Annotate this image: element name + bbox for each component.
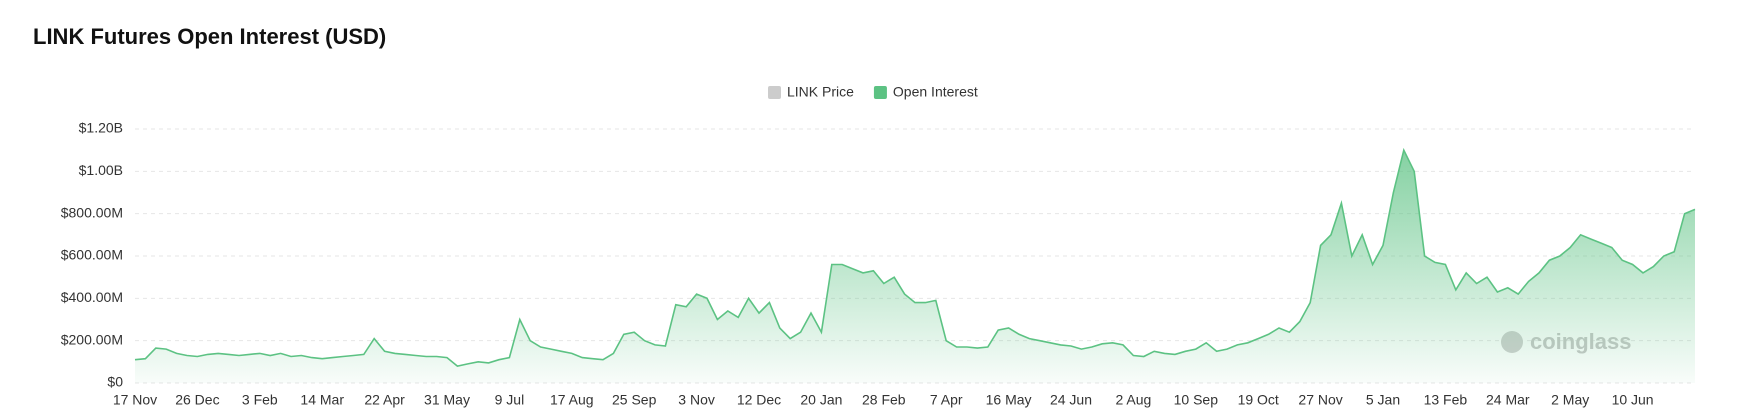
legend-label[interactable]: LINK Price — [787, 84, 854, 100]
area-fill — [135, 150, 1695, 383]
y-tick-label: $1.00B — [79, 162, 123, 178]
area-line — [134, 147, 1696, 367]
x-tick-label: 26 Dec — [175, 392, 219, 408]
x-tick-label: 17 Aug — [550, 392, 594, 408]
x-tick-label: 3 Feb — [242, 392, 278, 408]
x-tick-label: 7 Apr — [930, 392, 963, 408]
x-tick-label: 28 Feb — [862, 392, 906, 408]
chart-title: LINK Futures Open Interest (USD) — [33, 24, 386, 49]
x-tick-label: 19 Oct — [1238, 392, 1279, 408]
legend-swatch[interactable] — [768, 86, 781, 99]
x-tick-label: 27 Nov — [1298, 392, 1342, 408]
x-tick-label: 2 Aug — [1115, 392, 1151, 408]
x-tick-label: 31 May — [424, 392, 470, 408]
x-tick-label: 14 Mar — [300, 392, 344, 408]
x-tick-label: 22 Apr — [364, 392, 405, 408]
x-tick-label: 12 Dec — [737, 392, 781, 408]
x-tick-label: 16 May — [986, 392, 1032, 408]
x-tick-label: 10 Sep — [1174, 392, 1219, 408]
x-tick-label: 9 Jul — [495, 392, 525, 408]
y-tick-label: $600.00M — [61, 247, 123, 263]
x-tick-label: 5 Jan — [1366, 392, 1400, 408]
legend-swatch[interactable] — [873, 86, 887, 99]
x-tick-label: 13 Feb — [1424, 392, 1468, 408]
x-tick-label: 10 Jun — [1612, 392, 1654, 408]
legend-label[interactable]: Open Interest — [893, 84, 978, 100]
y-tick-label: $200.00M — [61, 331, 123, 347]
x-tick-label: 24 Mar — [1486, 392, 1530, 408]
y-tick-label: $1.20B — [79, 120, 123, 136]
x-tick-label: 3 Nov — [678, 392, 715, 408]
x-tick-label: 17 Nov — [113, 392, 157, 408]
y-tick-label: $400.00M — [61, 289, 123, 305]
x-tick-label: 20 Jan — [800, 392, 842, 408]
y-tick-label: $0 — [107, 374, 123, 390]
y-tick-label: $800.00M — [61, 204, 123, 220]
x-tick-label: 25 Sep — [612, 392, 657, 408]
x-tick-label: 2 May — [1551, 392, 1589, 408]
x-tick-label: 24 Jun — [1050, 392, 1092, 408]
